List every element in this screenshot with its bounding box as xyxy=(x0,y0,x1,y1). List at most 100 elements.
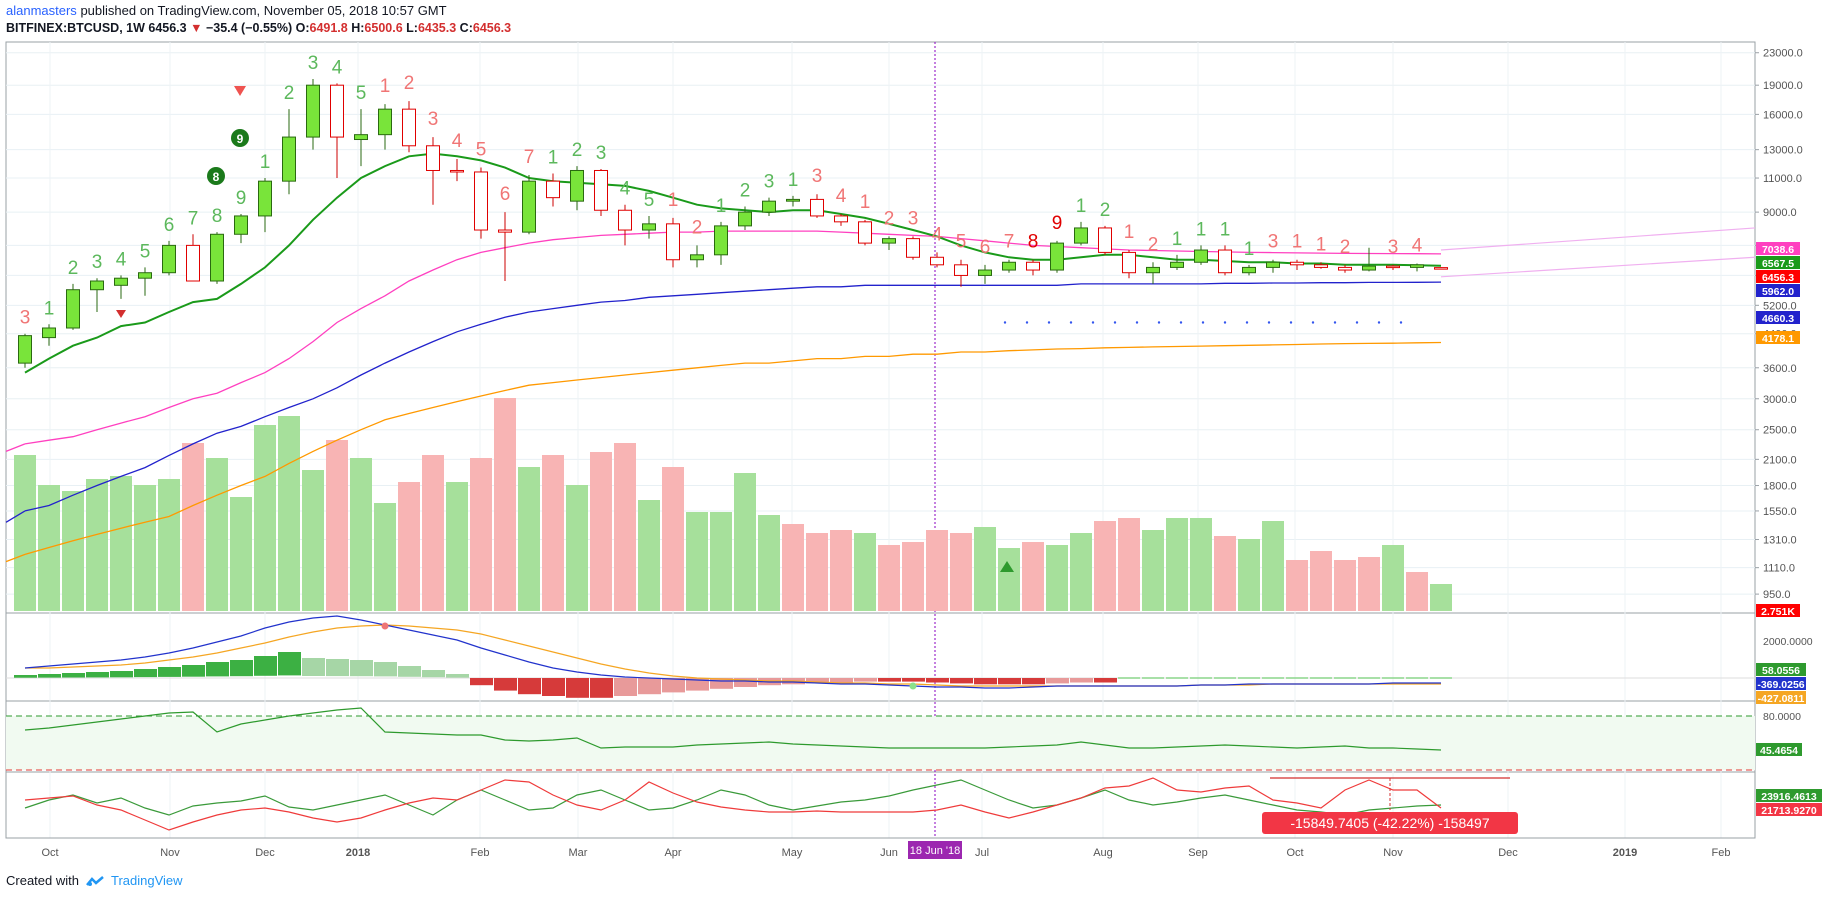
macd-hist-bar xyxy=(998,678,1021,685)
price-tick-label: 2100.0 xyxy=(1763,454,1797,466)
volume-bar xyxy=(1238,539,1260,611)
tradingview-link[interactable]: TradingView xyxy=(110,873,183,888)
td-count-label: 1 xyxy=(1172,229,1183,250)
osc-line xyxy=(24,707,1442,751)
candle-body xyxy=(618,209,632,231)
support-dot xyxy=(1223,321,1227,324)
candle-body xyxy=(282,136,296,182)
candle-body xyxy=(90,280,104,291)
time-tick-label: Aug xyxy=(1093,847,1113,859)
td-count-label: 4 xyxy=(932,224,943,245)
time-tick-label: Oct xyxy=(41,847,58,859)
macd-hist-bar xyxy=(62,673,85,678)
candle-body xyxy=(186,244,200,282)
candle-body xyxy=(1122,251,1136,274)
candle-body xyxy=(426,145,440,171)
dual-axis-label: 21713.9270 xyxy=(1761,805,1817,817)
volume-bar xyxy=(1142,530,1164,611)
measure-label: -15849.7405 (-42.22%) -158497 xyxy=(1290,815,1489,831)
td-count-label: 1 xyxy=(1196,219,1207,240)
volume-bars xyxy=(14,398,1452,611)
perfected-9-icon xyxy=(231,129,249,147)
dual-axis-label: 23916.4613 xyxy=(1761,791,1817,803)
macd-hist-bar xyxy=(950,678,973,684)
macd-hist-bar xyxy=(830,678,853,683)
td-count-label: 4 xyxy=(836,186,847,207)
volume-bar xyxy=(782,524,804,611)
volume-bar xyxy=(1214,536,1236,611)
buy-setup-icon xyxy=(116,310,126,318)
volume-bar xyxy=(1382,545,1404,611)
td-count-label: 3 xyxy=(428,109,439,130)
macd-hist-bar xyxy=(326,659,349,677)
high-value: 6500.6 xyxy=(364,21,403,35)
candle-body xyxy=(1050,242,1064,271)
macd-cross-dot xyxy=(909,682,917,690)
candle-body xyxy=(1242,266,1256,274)
volume-bar xyxy=(254,425,276,611)
td-count-label: 6 xyxy=(500,184,511,205)
volume-bar xyxy=(1262,521,1284,611)
volume-bar xyxy=(950,533,972,611)
candle-body xyxy=(234,215,248,235)
osc-tag xyxy=(1756,743,1802,756)
date-marker-label: 18 Jun '18 xyxy=(910,845,960,857)
candle-body xyxy=(1218,249,1232,274)
volume-bar xyxy=(710,512,732,611)
support-dot xyxy=(1289,321,1293,324)
low-label: L: xyxy=(406,21,418,35)
candle-body xyxy=(450,169,464,173)
projection-line-upper xyxy=(1440,227,1756,251)
td-count-label: 3 xyxy=(308,53,319,74)
td-count-label: 2 xyxy=(740,181,751,202)
price-tag-label: 7038.6 xyxy=(1762,244,1794,256)
td-count-label: 3 xyxy=(812,166,823,187)
td-count-label: 7 xyxy=(1004,232,1015,253)
candle-body xyxy=(498,229,512,233)
price-tag xyxy=(1756,604,1800,617)
td-count-label: 1 xyxy=(716,196,727,217)
volume-bar xyxy=(686,512,708,611)
macd-hist-bar xyxy=(854,678,877,682)
projection-line-lower xyxy=(1440,256,1756,278)
open-value: 6491.8 xyxy=(309,21,348,35)
candle-body xyxy=(690,254,704,261)
candle-body xyxy=(306,84,320,138)
candle-body xyxy=(1314,264,1328,268)
candle-body xyxy=(114,277,128,286)
candle-body xyxy=(1098,227,1112,253)
symbol[interactable]: BITFINEX:BTCUSD, 1W xyxy=(6,21,145,35)
time-tick-label: Jul xyxy=(975,847,989,859)
price-tag-label: 6456.3 xyxy=(1762,272,1794,284)
macd-hist-bar xyxy=(878,678,901,682)
td-count-label: 8 xyxy=(1028,232,1039,253)
macd-hist-bar xyxy=(350,660,373,677)
support-dot xyxy=(1399,321,1403,324)
td-count-label: 1 xyxy=(260,152,271,173)
time-axis: Oct Nov Dec 2018 Feb Mar Apr May Jun Jul Aug Sep Oct… xyxy=(6,837,1755,859)
price-tick-label: 23000.0 xyxy=(1763,48,1803,60)
volume-bar xyxy=(1166,518,1188,611)
macd-hist-bar xyxy=(902,678,925,682)
td-count-label: 3 xyxy=(20,308,31,329)
volume-bar xyxy=(86,479,108,611)
td-count-label: 5 xyxy=(956,232,967,253)
time-tick-label: May xyxy=(782,847,803,859)
macd-hist-bar xyxy=(38,674,61,678)
macd-hist-bar xyxy=(254,656,277,676)
publisher-name[interactable]: alanmasters xyxy=(6,3,77,18)
support-dot xyxy=(1069,321,1073,324)
volume-bar xyxy=(350,458,372,611)
td-count-label: 2 xyxy=(884,208,895,229)
support-dot xyxy=(1355,321,1359,324)
price-tag-label: 6567.5 xyxy=(1762,258,1794,270)
support-dot xyxy=(1333,321,1337,324)
time-tick-label: Jun xyxy=(880,847,898,859)
volume-bar xyxy=(926,530,948,611)
td-count-label: 9 xyxy=(1052,213,1063,234)
macd-tag xyxy=(1756,677,1806,690)
price-tick-label: 3000.0 xyxy=(1763,394,1797,406)
dual-tag xyxy=(1756,789,1822,802)
price-tick-label: 16000.0 xyxy=(1763,109,1803,121)
